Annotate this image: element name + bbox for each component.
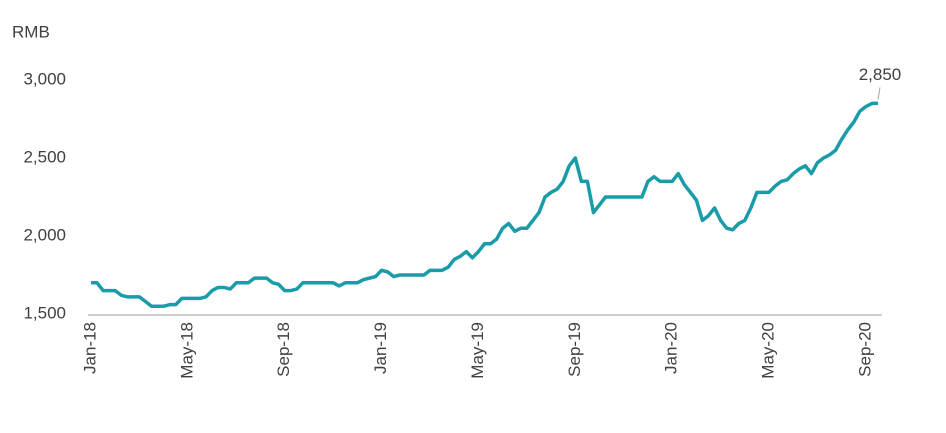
y-tick-label: 3,000 xyxy=(23,69,66,88)
label-leader xyxy=(877,87,881,100)
x-tick-label: Sep-19 xyxy=(565,322,584,377)
x-tick-label: Jan-19 xyxy=(371,322,390,374)
x-tick-label: May-18 xyxy=(177,322,196,379)
x-tick-label: May-19 xyxy=(468,322,487,379)
y-axis-label: RMB xyxy=(12,22,50,41)
x-tick-label: Jan-18 xyxy=(80,322,99,374)
x-tick-label: Sep-20 xyxy=(855,322,874,377)
x-tick-label: May-20 xyxy=(759,322,778,379)
y-tick-label: 2,000 xyxy=(23,225,66,244)
line xyxy=(91,101,878,308)
x-tick-label: Sep-18 xyxy=(274,322,293,377)
x-tick-label: Jan-20 xyxy=(662,322,681,374)
data-label: 2,850 xyxy=(859,65,902,84)
y-tick-label: 2,500 xyxy=(23,147,66,166)
y-tick-label: 1,500 xyxy=(23,303,66,322)
